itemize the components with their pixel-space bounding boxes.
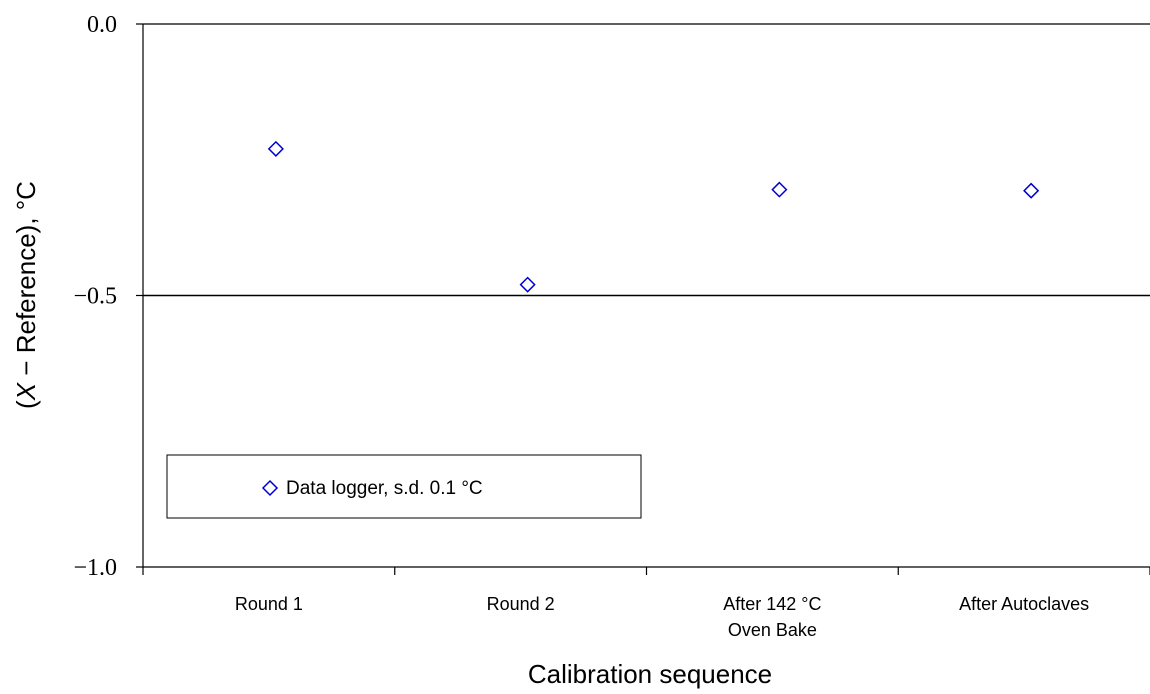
y-tick-label: −0.5 [73,284,117,310]
y-tick-label: 0.0 [87,12,117,38]
x-axis-ticks: Round 1 Round 2 After 142 °C Oven Bake After… [142,567,1150,640]
data-point [519,276,536,293]
data-point [1023,182,1040,199]
legend-marker-diamond [261,479,279,497]
x-tick-label: After 142 °C Oven Bake [723,594,821,640]
x-tick-label: After Autoclaves [959,594,1089,614]
x-tick-label: Round 1 [235,594,303,614]
x-axis-title: Calibration sequence [528,659,772,689]
y-axis-ticks: 0.0 −0.5 −1.0 [73,12,143,581]
legend: Data logger, s.d. 0.1 °C [166,454,642,519]
data-point [771,181,788,198]
data-point [267,140,284,157]
y-tick-label: −1.0 [73,555,117,581]
legend-label: Data logger, s.d. 0.1 °C [286,478,483,499]
legend-box [166,454,642,519]
y-axis-title: (X − Reference), °C [11,181,41,409]
x-tick-label: Round 2 [487,594,555,614]
data-points [267,140,1040,293]
